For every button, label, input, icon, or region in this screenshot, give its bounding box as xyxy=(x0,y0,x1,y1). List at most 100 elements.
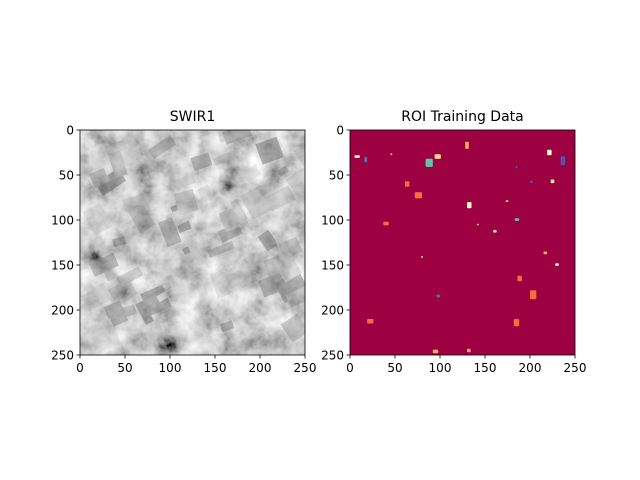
swir1-field-patch xyxy=(201,134,219,164)
swir1-field-patch xyxy=(103,300,129,328)
roi-xtick-label: 150 xyxy=(474,361,497,375)
roi-xtick-label: 200 xyxy=(519,361,542,375)
swir1-field-patch xyxy=(280,313,305,343)
roi-region xyxy=(425,158,433,167)
roi-region xyxy=(515,166,518,168)
swir1-field-patch xyxy=(255,136,284,165)
swir1-field-patch xyxy=(135,300,154,325)
swir1-field-patch xyxy=(193,278,209,299)
swir1-title: SWIR1 xyxy=(170,109,216,125)
swir1-xtick-label: 100 xyxy=(159,361,182,375)
roi-region xyxy=(467,202,472,209)
swir1-field-patch xyxy=(207,240,235,258)
roi-region xyxy=(514,218,520,221)
swir1-field-patch xyxy=(242,262,258,287)
roi-ytick-label: 100 xyxy=(321,214,344,228)
swir1-field-patch xyxy=(285,165,305,200)
swir1-field-patch xyxy=(225,269,245,284)
swir1-field-patch xyxy=(272,229,286,255)
roi-region xyxy=(434,154,441,159)
swir1-field-patch xyxy=(140,284,172,317)
roi-frame xyxy=(349,129,576,356)
roi-region xyxy=(547,149,552,156)
roi-region xyxy=(476,223,479,226)
roi-xtick-label: 250 xyxy=(564,361,587,375)
roi-region xyxy=(364,157,368,163)
roi-ytick-label: 200 xyxy=(321,304,344,318)
swir1-frame xyxy=(79,129,306,356)
roi-region xyxy=(555,263,559,266)
swir1-field-patch xyxy=(174,237,202,265)
roi-region xyxy=(513,319,520,327)
swir1-field-patch xyxy=(167,173,196,193)
swir1-field-patch xyxy=(263,254,288,281)
swir1-field-patch xyxy=(127,202,156,234)
roi-region xyxy=(404,181,410,187)
swir1-field-patch xyxy=(89,252,120,277)
roi-region xyxy=(493,229,497,233)
roi-ytick-label: 0 xyxy=(336,124,344,138)
swir1-field-patch xyxy=(230,198,249,223)
swir1-field-patch xyxy=(81,284,111,312)
roi-xtick-label: 0 xyxy=(346,361,354,375)
swir1-field-patch xyxy=(157,217,182,248)
roi-region xyxy=(560,156,566,166)
swir1-field-patch xyxy=(91,282,108,297)
swir1-xtick-label: 250 xyxy=(294,361,317,375)
swir1-field-patch xyxy=(88,167,110,189)
swir1-field-patch xyxy=(117,304,137,320)
swir1-field-patch xyxy=(90,333,105,348)
swir1-field-patch xyxy=(226,270,253,291)
swir1-field-patch xyxy=(156,282,184,303)
swir1-field-patch xyxy=(212,151,234,166)
swir1-field-patch xyxy=(247,258,276,281)
swir1-field-patch xyxy=(204,134,217,150)
roi-image xyxy=(350,130,575,355)
roi-region xyxy=(505,200,509,202)
swir1-field-patch xyxy=(218,205,249,233)
roi-region xyxy=(367,319,374,324)
swir1-field-patch xyxy=(121,193,149,214)
swir1-xtick-label: 150 xyxy=(204,361,227,375)
swir1-image xyxy=(80,130,305,355)
swir1-ytick-label: 0 xyxy=(66,124,74,138)
roi-region xyxy=(432,349,439,354)
swir1-field-patch xyxy=(156,303,172,315)
roi-ytick-label: 250 xyxy=(321,349,344,363)
swir1-field-patch xyxy=(196,184,215,204)
swir1-field-patch xyxy=(89,143,124,177)
roi-region xyxy=(530,180,533,184)
swir1-xtick-label: 200 xyxy=(249,361,272,375)
swir1-field-patch xyxy=(284,236,303,257)
swir1-field-patch xyxy=(173,188,199,216)
roi-ytick-label: 150 xyxy=(321,259,344,273)
roi-panel: ROI Training Data 0 50 100 150 200 2500501001… xyxy=(321,109,586,375)
swir1-field-patch xyxy=(271,249,302,283)
swir1-field-patch xyxy=(108,282,138,309)
swir1-field-patch xyxy=(101,265,116,282)
swir1-ytick-label: 100 xyxy=(51,214,74,228)
swir1-field-patch xyxy=(148,135,177,160)
swir1-ytick-label: 150 xyxy=(51,259,74,273)
roi-region xyxy=(530,290,537,300)
swir1-field-patch xyxy=(116,266,144,288)
swir1-field-patch xyxy=(216,130,246,143)
swir1-field-patch xyxy=(87,317,121,354)
swir1-ytick-label: 50 xyxy=(59,169,74,183)
swir1-field-patch xyxy=(276,165,290,177)
roi-region xyxy=(465,141,469,149)
roi-xtick-label: 50 xyxy=(387,361,402,375)
swir1-field-patch xyxy=(267,215,284,232)
swir1-field-patch xyxy=(104,139,128,156)
swir1-field-patch xyxy=(182,246,191,255)
swir1-field-patch xyxy=(239,185,273,221)
roi-title: ROI Training Data xyxy=(401,109,523,125)
swir1-field-patch xyxy=(165,204,195,230)
roi-xtick-label: 100 xyxy=(429,361,452,375)
swir1-field-patch xyxy=(115,139,142,168)
roi-region xyxy=(550,179,555,184)
swir1-field-patch xyxy=(242,164,262,183)
swir1-field-patch xyxy=(222,130,253,145)
